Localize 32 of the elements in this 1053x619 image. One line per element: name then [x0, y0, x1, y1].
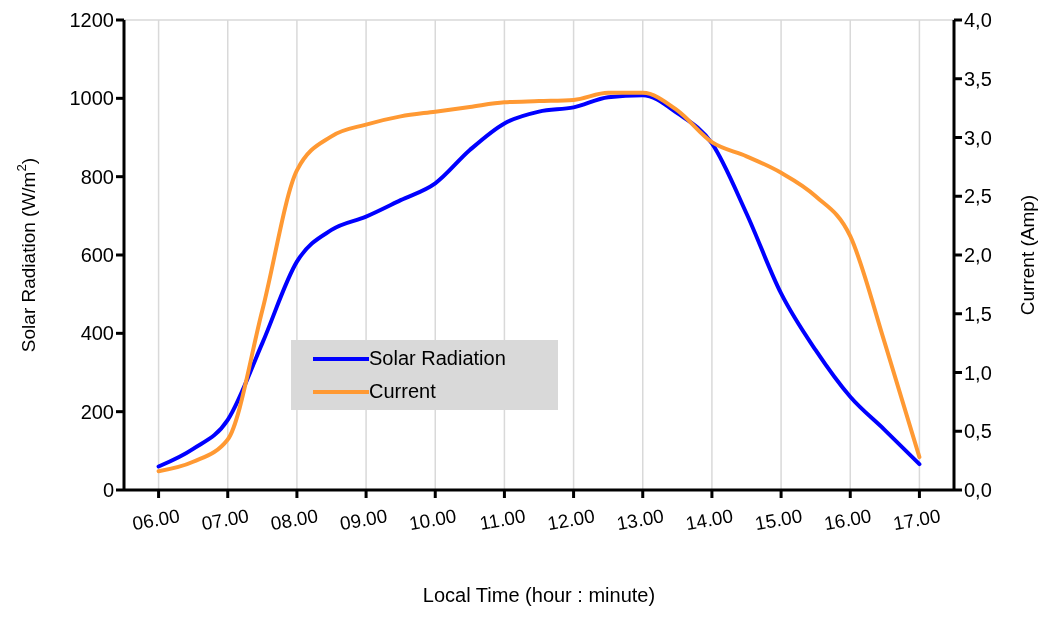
x-tick-label: 06.00	[130, 505, 182, 535]
y2-tick-label: 2,5	[964, 185, 992, 208]
x-tick-label: 15.00	[753, 505, 804, 535]
x-tick-label: 09.00	[338, 505, 389, 535]
x-tick-label: 11.00	[478, 505, 528, 534]
x-tick-label: 07.00	[199, 505, 251, 535]
y-tick-label: 800	[80, 165, 114, 188]
y2-tick-label: 0,0	[964, 479, 992, 502]
y-tick-label: 0	[102, 479, 114, 502]
x-tick-label: 17.00	[891, 505, 943, 535]
x-tick-label: 08.00	[269, 505, 320, 535]
legend-label: Current	[369, 380, 436, 403]
y-tick-label: 1200	[69, 9, 114, 32]
x-tick-label: 16.00	[822, 505, 873, 535]
legend-label: Solar Radiation	[369, 347, 506, 370]
x-tick-label: 13.00	[614, 505, 666, 535]
x-axis-title: Local Time (hour : minute)	[422, 584, 656, 606]
x-tick-label: 10.00	[407, 505, 458, 535]
y-tick-label: 1000	[69, 87, 114, 110]
x-tick-label: 12.00	[545, 505, 597, 535]
x-tick-label: 14.00	[684, 505, 735, 535]
y2-tick-label: 3,0	[964, 126, 992, 149]
y-tick-label: 400	[80, 322, 114, 345]
y-tick-label: 600	[80, 244, 114, 267]
y-tick-label: 200	[80, 400, 114, 423]
y2-tick-label: 1,0	[964, 361, 992, 384]
y2-axis-title: Current (Amp)	[1017, 194, 1039, 316]
y2-tick-label: 0,5	[964, 420, 992, 443]
y2-tick-label: 4,0	[964, 9, 992, 32]
y2-tick-label: 2,0	[964, 244, 992, 267]
y2-tick-label: 1,5	[964, 302, 992, 325]
y2-tick-label: 3,5	[964, 67, 992, 90]
